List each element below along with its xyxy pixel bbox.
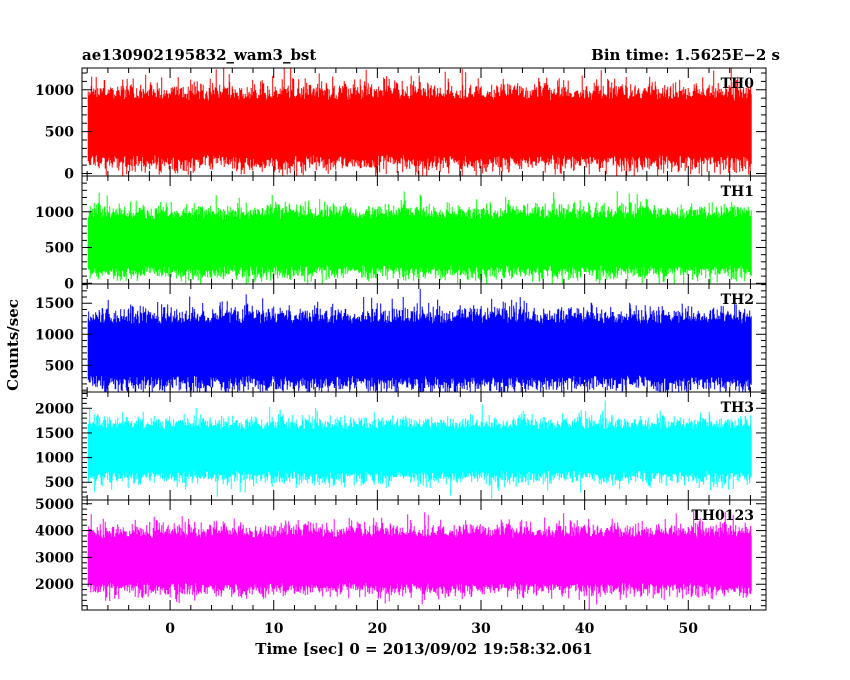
x-tick-label: 20 (368, 621, 388, 637)
panel-label-th2: TH2 (721, 292, 754, 308)
y-tick-label: 4000 (35, 524, 74, 540)
series-core-th0123 (88, 543, 752, 577)
panel-th0: 0 500 1000 TH0 (35, 67, 767, 182)
y-tick-label: 0 (64, 276, 74, 292)
panel-label-th3: TH3 (721, 400, 754, 416)
chart-title-right: Bin time: 1.5625E−2 s (591, 46, 780, 64)
x-tick-label: 10 (264, 621, 284, 637)
y-tick-label: 500 (45, 475, 74, 491)
x-axis-title: Time [sec] 0 = 2013/09/02 19:58:32.061 (255, 640, 592, 658)
x-tick-label: 50 (679, 621, 699, 637)
y-tick-label: 2000 (35, 401, 74, 417)
series-core-th3 (88, 435, 752, 466)
y-tick-label: 1500 (35, 296, 74, 312)
panel-th3: 500 1000 1500 2000 TH3 (35, 391, 767, 501)
y-tick-label: 5000 (35, 497, 74, 513)
panel-th1: 0 500 1000 TH1 (35, 175, 767, 292)
y-tick-label: 1000 (35, 205, 74, 221)
series-core-th0 (88, 107, 752, 148)
panel-frame (81, 499, 767, 611)
panel-label-th0123: TH0123 (691, 508, 754, 524)
panel-th2: 500 1000 1500 TH2 (35, 283, 767, 393)
y-tick-label: 500 (45, 358, 74, 374)
x-tick-label: 30 (471, 621, 491, 637)
x-tick-label: 40 (575, 621, 595, 637)
panel-th0123: 2000 3000 4000 5000 TH0123 (35, 497, 767, 611)
panel-label-th0: TH0 (721, 76, 755, 92)
panel-label-th1: TH1 (721, 184, 754, 200)
y-tick-label: 500 (45, 241, 74, 257)
y-tick-label: 1000 (35, 83, 74, 99)
y-tick-label: 1000 (35, 451, 74, 467)
chart-title-left: ae130902195832_wam3_bst (82, 46, 316, 64)
x-tick-label: 0 (165, 621, 175, 637)
y-tick-label: 1000 (35, 327, 74, 343)
y-tick-label: 3000 (35, 550, 74, 566)
y-tick-label: 1500 (35, 426, 74, 442)
series-core-th2 (88, 331, 752, 369)
y-axis-title: Counts/sec (4, 299, 22, 391)
y-tick-label: 500 (45, 125, 74, 141)
y-tick-label: 0 (64, 166, 74, 182)
series-core-th1 (88, 225, 752, 259)
y-tick-label: 2000 (35, 577, 74, 593)
